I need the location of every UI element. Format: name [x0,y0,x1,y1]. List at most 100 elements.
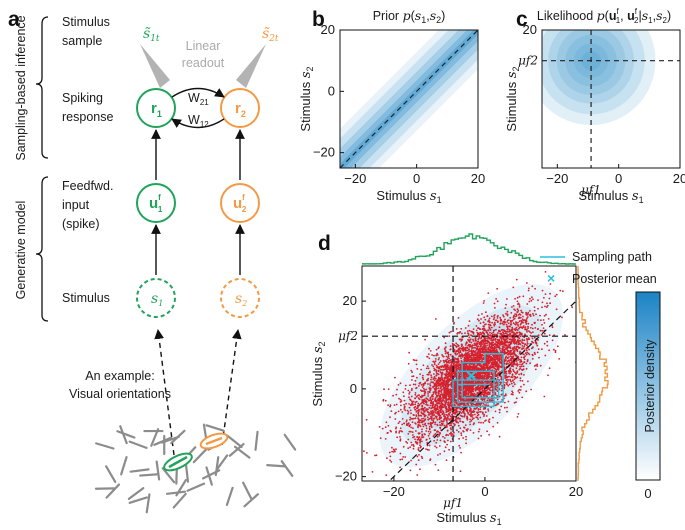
sample-point [484,411,487,414]
sample-point [403,403,405,406]
sample-point [421,418,423,420]
sample-point [543,315,546,317]
sample-point [446,376,449,379]
sample-point [510,331,513,333]
sample-point [548,297,551,300]
sample-point [479,381,481,384]
sample-point [480,421,482,424]
orientation-bar [119,425,128,445]
sample-point [456,332,459,335]
sample-point [483,415,485,417]
sample-point [409,446,411,449]
sample-point [419,373,421,375]
sample-point [466,330,469,332]
sample-point [443,364,446,366]
sample-point [488,317,491,320]
sample-point [438,405,441,408]
sample-point [430,402,432,405]
sample-point [492,416,494,419]
sample-point [492,329,495,332]
sample-point [432,392,435,394]
sample-point [477,399,480,401]
sample-point [481,411,484,414]
sample-point [474,339,477,341]
sample-point [436,379,439,382]
sample-point [483,365,485,368]
sample-point [486,344,488,347]
sample-point [506,357,509,360]
orientation-bar [233,445,251,459]
sample-point [495,328,497,331]
sample-point [542,327,545,329]
sample-point [472,328,475,330]
sample-point [510,376,513,379]
sample-point [493,354,495,357]
sample-point [459,392,461,395]
sample-point [451,432,453,435]
sample-point [518,320,521,323]
sample-point [488,373,491,375]
chart-c-xtick-label: −20 [546,171,568,186]
sample-point [553,334,555,336]
sample-point [503,406,506,409]
sample-point [389,405,391,408]
sample-point [437,363,440,365]
sample-point [506,383,508,386]
sample-point [526,303,529,305]
sample-point [417,385,420,387]
sample-point [384,438,387,440]
sample-point [488,381,491,383]
sample-point [475,329,478,332]
sample-point [475,354,478,357]
sample-point [452,422,455,425]
sample-point [402,391,405,394]
sample-point [431,398,434,400]
sample-point [431,381,434,384]
sample-point [542,319,545,321]
sample-point [529,362,531,365]
sample-point [428,347,430,350]
sample-point [548,367,551,370]
sample-point [426,410,429,413]
sample-point [451,361,454,364]
sample-point [491,359,493,362]
sample-point [523,383,525,386]
sample-point [491,334,494,336]
sample-point [415,359,418,362]
sample-point [494,385,497,388]
sample-point [435,431,438,433]
sample-point [395,430,397,433]
sample-point [433,363,436,366]
sample-point [497,364,500,366]
sample-point [515,377,517,379]
sample-point [491,390,494,392]
sample-point [471,359,474,362]
sample-point [482,343,485,345]
sample-point [427,391,429,393]
sample-point [440,400,442,403]
sample-point [437,454,439,456]
sample-point [403,395,405,398]
sample-point [395,426,398,429]
sample-point [481,327,484,330]
sample-point [469,389,471,392]
sample-point [374,454,376,457]
sample-point [513,347,515,349]
sample-point [422,390,424,392]
likelihood-contour [556,30,626,96]
sample-point [519,343,522,346]
sample-point [446,366,449,369]
sample-point [532,314,535,317]
sample-point [524,320,527,322]
sample-point [433,440,435,442]
sample-point [510,371,512,373]
sample-point [429,383,431,385]
sample-point [399,466,401,469]
sample-point [456,407,459,410]
sample-point [522,353,524,355]
sample-point [478,403,481,405]
chart-c-plot [542,30,680,168]
sample-point [437,399,440,402]
sample-point [414,383,417,386]
